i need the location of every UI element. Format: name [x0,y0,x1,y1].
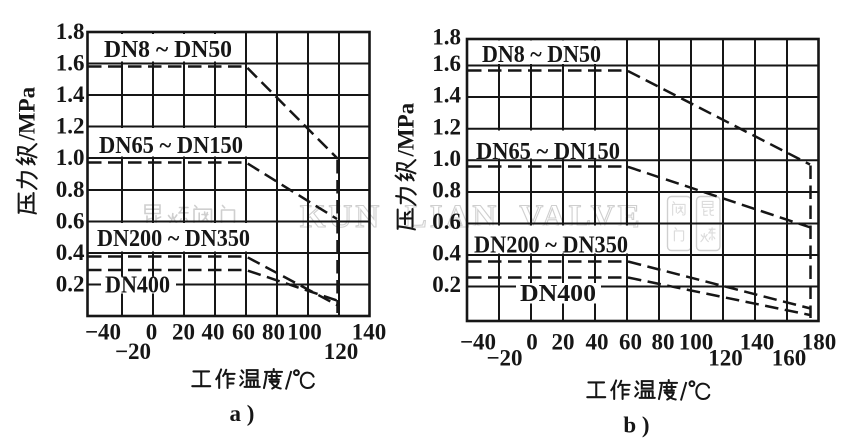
svg-text:1.0: 1.0 [432,146,461,171]
svg-text:180: 180 [802,330,837,355]
svg-text:a ): a ) [230,401,255,426]
svg-text:0.4: 0.4 [432,241,461,266]
svg-text:DN8 ~ DN50: DN8 ~ DN50 [104,37,232,63]
svg-text:80: 80 [262,320,285,345]
svg-text:DN400: DN400 [520,281,596,307]
svg-text:1.8: 1.8 [432,25,461,50]
svg-text:140: 140 [352,320,387,345]
svg-text:160: 160 [772,346,807,371]
svg-text:0.2: 0.2 [432,272,461,297]
svg-text:1.4: 1.4 [56,82,85,107]
svg-text:80: 80 [652,330,675,355]
svg-text:0: 0 [526,330,538,355]
svg-text:0.4: 0.4 [56,240,85,265]
svg-text:0.6: 0.6 [432,209,461,234]
svg-text:−40: −40 [460,330,496,355]
svg-text:/MPa: /MPa [15,86,40,141]
svg-text:100: 100 [679,330,714,355]
svg-text:0: 0 [146,320,158,345]
svg-text:60: 60 [619,330,642,355]
svg-text:120: 120 [324,339,359,364]
svg-text:1.8: 1.8 [56,19,85,44]
svg-text:0.8: 0.8 [56,177,85,202]
svg-text:60: 60 [232,320,255,345]
svg-text:0.8: 0.8 [432,178,461,203]
svg-text:40: 40 [586,330,609,355]
svg-text:1.0: 1.0 [56,145,85,170]
svg-text:1.4: 1.4 [432,83,461,108]
svg-text:−40: −40 [85,320,121,345]
svg-text:1.2: 1.2 [56,114,85,139]
svg-text:b ): b ) [623,413,649,438]
svg-text:DN400: DN400 [105,273,170,299]
svg-text:DN65 ~ DN150: DN65 ~ DN150 [476,139,620,165]
svg-text:DN65 ~ DN150: DN65 ~ DN150 [99,133,243,159]
svg-text:−20: −20 [115,339,151,364]
svg-text:0.6: 0.6 [56,209,85,234]
svg-text:DN8 ~ DN50: DN8 ~ DN50 [482,42,601,68]
svg-text:0.2: 0.2 [56,272,85,297]
svg-text:20: 20 [552,330,575,355]
svg-text:1.6: 1.6 [56,51,85,76]
svg-text:100: 100 [287,320,322,345]
svg-text:1.6: 1.6 [432,51,461,76]
svg-text:1.2: 1.2 [432,114,461,139]
svg-text:120: 120 [708,346,743,371]
svg-text:DN200 ~ DN350: DN200 ~ DN350 [474,233,628,259]
svg-text:40: 40 [202,320,225,345]
svg-text:/MPa: /MPa [394,102,419,157]
svg-text:20: 20 [172,320,195,345]
svg-text:−20: −20 [486,346,522,371]
svg-text:DN200 ~ DN350: DN200 ~ DN350 [97,226,250,252]
svg-text:140: 140 [740,330,775,355]
